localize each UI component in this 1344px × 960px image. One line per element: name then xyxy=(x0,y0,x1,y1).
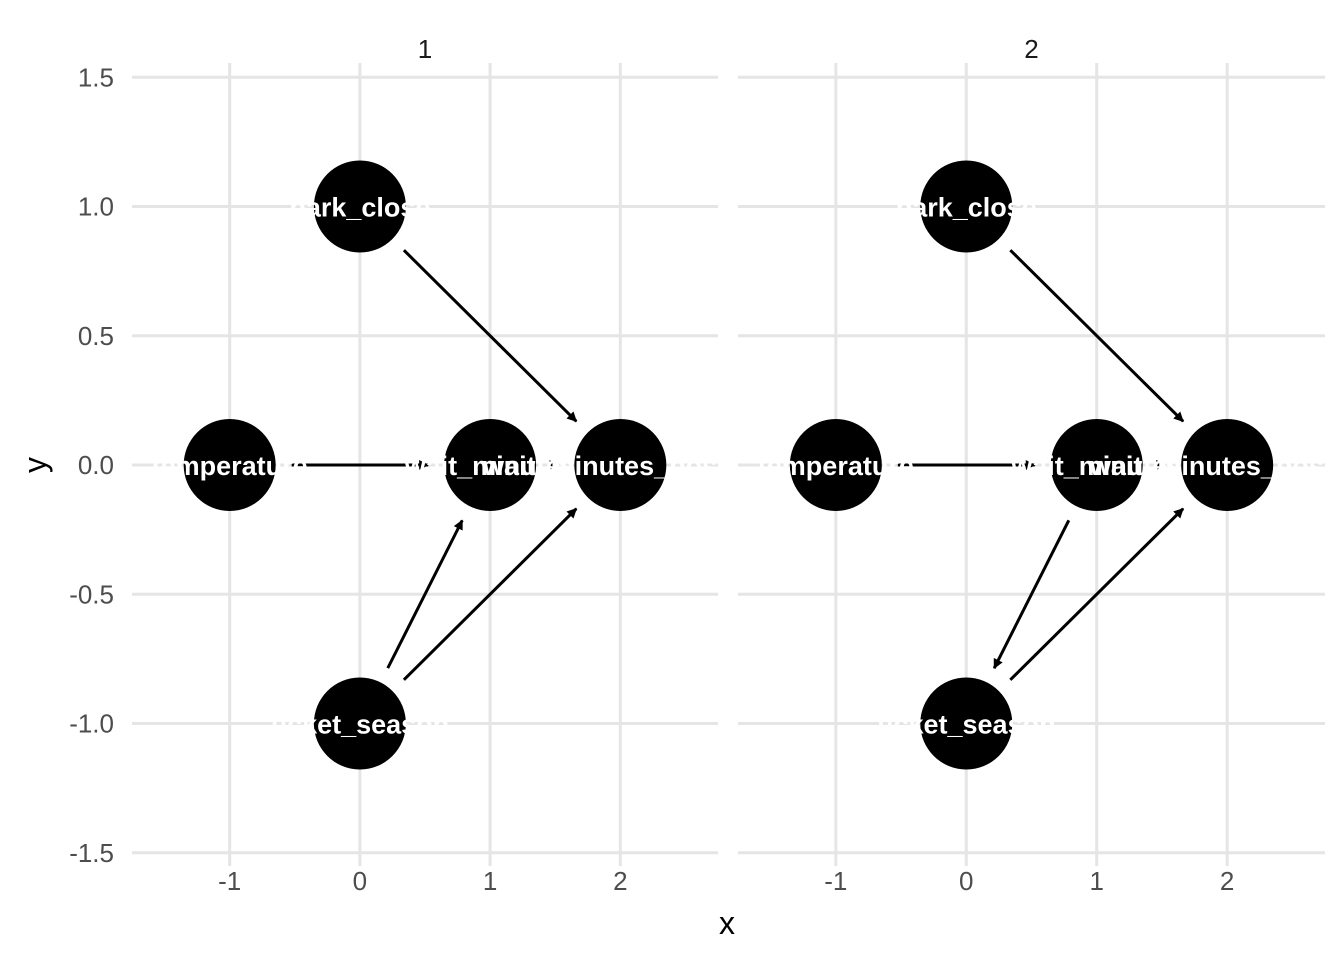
edge-park_close-to-wait_minutes_posted xyxy=(1009,249,1185,423)
x-tick-label: 1 xyxy=(1089,866,1103,896)
node-wait_minutes xyxy=(444,419,537,511)
edge-ticket_season-to-wait_minutes_posted xyxy=(1009,507,1185,681)
edge-ticket_season-to-wait_minutes xyxy=(386,519,464,669)
x-tick-label: 0 xyxy=(353,866,367,896)
x-tick-label: -1 xyxy=(824,866,847,896)
node-wait_minutes_posted xyxy=(1181,419,1274,511)
x-tick-label: 2 xyxy=(613,866,627,896)
node-label-wait_minutes: wait_minutes xyxy=(1010,451,1182,481)
facet-strip-label: 2 xyxy=(1024,34,1038,64)
node-label-ticket_season: ticket_season xyxy=(271,710,450,740)
x-tick-label: 2 xyxy=(1220,866,1234,896)
node-ticket_season xyxy=(920,677,1013,770)
edges xyxy=(291,249,578,681)
node-park_close xyxy=(313,160,406,253)
node-wait_minutes_posted xyxy=(574,419,667,511)
nodes: park_close temperature wait_minuteswait_mi… xyxy=(152,160,758,770)
y-tick-label: 1.5 xyxy=(78,62,114,92)
nodes: park_close temperature wait_minuteswait_mi… xyxy=(758,160,1344,770)
node-label-temperature: temperature xyxy=(758,451,914,481)
y-tick-label: -1.5 xyxy=(69,838,114,868)
node-label-park_close: park_close xyxy=(896,193,1037,223)
y-axis-ticks: 1.5 1.0 0.5 0.0 -0.5 -1.0 -1.5 xyxy=(69,62,114,868)
node-label-park_close: park_close xyxy=(289,193,430,223)
y-tick-label: 0.0 xyxy=(78,450,114,480)
node-label-wait_minutes_posted: wait_minutes_posted xyxy=(1089,451,1344,481)
x-tick-label: 1 xyxy=(483,866,497,896)
x-tick-label: 0 xyxy=(959,866,973,896)
edge-park_close-to-wait_minutes_posted xyxy=(402,249,578,423)
node-park_close xyxy=(920,160,1013,253)
node-label-temperature: temperature xyxy=(152,451,308,481)
edge-wait_minutes-to-ticket_season xyxy=(992,519,1071,670)
node-label-ticket_season: ticket_season xyxy=(877,710,1056,740)
y-tick-label: -0.5 xyxy=(69,579,114,609)
y-tick-label: -1.0 xyxy=(69,709,114,739)
edges xyxy=(897,249,1185,681)
x-tick-label: -1 xyxy=(218,866,241,896)
facet-panel-1: 1 -1 0 1 2 park_close temperature wait_minutesw… xyxy=(132,34,758,896)
node-label-wait_minutes_posted: wait_minutes_posted xyxy=(482,451,758,481)
node-wait_minutes xyxy=(1050,419,1143,511)
node-label-wait_minutes: wait_minutes xyxy=(404,451,576,481)
y-tick-label: 0.5 xyxy=(78,321,114,351)
x-axis-title: x xyxy=(719,905,735,941)
node-temperature xyxy=(183,419,276,511)
facet-panel-2: 2 -1 0 1 2 park_close temperature wait_minutesw… xyxy=(738,34,1344,896)
node-temperature xyxy=(789,419,882,511)
y-axis-title: y xyxy=(17,457,53,473)
node-ticket_season xyxy=(313,677,406,770)
facet-strip-label: 1 xyxy=(418,34,432,64)
y-tick-label: 1.0 xyxy=(78,192,114,222)
edge-ticket_season-to-wait_minutes_posted xyxy=(402,507,578,681)
